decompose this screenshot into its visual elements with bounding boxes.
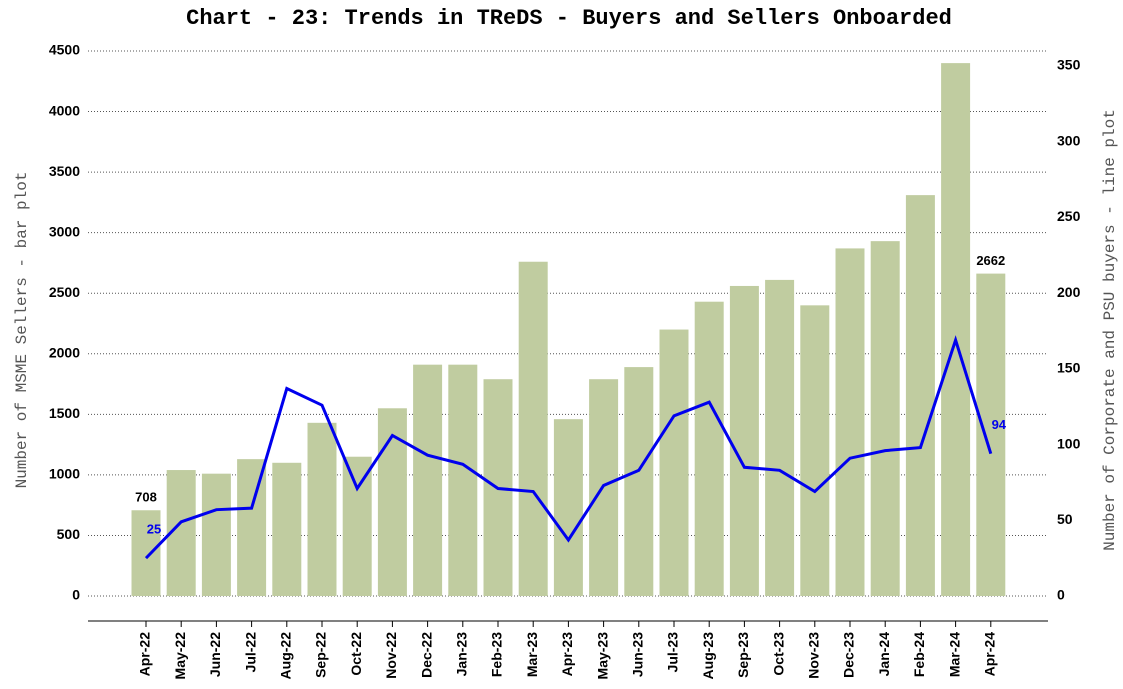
x-tick-label: Mar-24 — [946, 632, 962, 677]
y-tick-label: 3500 — [49, 163, 80, 179]
x-tick-label: Jan-23 — [454, 632, 470, 677]
bar-value-label: 708 — [135, 490, 157, 505]
x-tick-label: Oct-23 — [770, 632, 786, 676]
x-tick-label: Sep-22 — [313, 632, 329, 678]
bar — [131, 510, 161, 596]
y2-tick-label: 100 — [1057, 435, 1081, 451]
chart-title: Chart - 23: Trends in TReDS - Buyers and… — [186, 6, 952, 31]
bar — [201, 473, 231, 596]
x-tick-label: Dec-23 — [841, 632, 857, 678]
y-tick-label: 1500 — [49, 405, 80, 421]
y2-axis-title: Number of Corporate and PSU buyers - lin… — [1101, 109, 1119, 551]
x-tick-label: Jun-23 — [630, 632, 646, 677]
y2-tick-label: 350 — [1057, 57, 1081, 73]
y-tick-label: 2000 — [49, 344, 80, 360]
y-tick-label: 2500 — [49, 284, 80, 300]
bar — [800, 305, 830, 596]
bar — [272, 462, 302, 596]
bar — [870, 241, 900, 596]
y-tick-label: 4000 — [49, 102, 80, 118]
line-value-label: 25 — [147, 522, 161, 537]
bar — [307, 422, 337, 596]
x-tick-label: Apr-23 — [559, 632, 575, 677]
x-tick-label: Jun-22 — [207, 632, 223, 677]
x-tick-label: May-22 — [172, 632, 188, 680]
x-tick-label: Jan-24 — [876, 632, 892, 677]
bar — [905, 195, 935, 596]
line-value-label: 94 — [992, 417, 1007, 432]
bar — [448, 364, 478, 596]
x-tick-label: Jul-22 — [242, 632, 258, 673]
x-tick-label: Mar-23 — [524, 632, 540, 677]
x-tick-label: May-23 — [594, 632, 610, 680]
x-tick-label: Sep-23 — [735, 632, 751, 678]
line — [144, 335, 993, 560]
x-tick-label: Aug-23 — [700, 632, 716, 680]
bar — [413, 364, 443, 596]
bar — [659, 329, 689, 596]
bar — [237, 459, 267, 596]
x-tick-label: Apr-22 — [137, 632, 153, 677]
x-tick-label: Feb-24 — [911, 632, 927, 677]
x-tick-label: Feb-23 — [489, 632, 505, 677]
x-tick-label: Aug-22 — [278, 632, 294, 680]
bar — [624, 367, 654, 596]
y2-tick-label: 250 — [1057, 208, 1081, 224]
bar — [765, 279, 795, 596]
y2-tick-label: 50 — [1057, 511, 1073, 527]
bar-value-label: 2662 — [976, 253, 1005, 268]
bar — [694, 301, 724, 596]
bar — [518, 261, 548, 596]
y-tick-label: 4500 — [49, 42, 80, 58]
x-tick-label: Dec-22 — [418, 632, 434, 678]
bar — [729, 285, 759, 596]
y-tick-label: 1000 — [49, 466, 80, 482]
y-tick-label: 500 — [57, 526, 81, 542]
y2-tick-label: 0 — [1057, 587, 1065, 603]
x-tick-label: Jul-23 — [665, 632, 681, 673]
bar — [553, 419, 583, 596]
y2-tick-label: 200 — [1057, 284, 1081, 300]
x-tick-label: Nov-23 — [806, 632, 822, 679]
bar — [342, 456, 372, 596]
x-tick-label: Oct-22 — [348, 632, 364, 676]
y2-tick-label: 300 — [1057, 132, 1081, 148]
x-tick-label: Nov-22 — [383, 632, 399, 679]
y-axis-title: Number of MSME Sellers - bar plot — [13, 172, 31, 489]
y2-tick-label: 150 — [1057, 360, 1081, 376]
bar — [835, 248, 865, 596]
bar — [976, 273, 1006, 596]
y-tick-label: 0 — [72, 587, 80, 603]
x-tick-label: Apr-24 — [982, 632, 998, 677]
y-tick-label: 3000 — [49, 223, 80, 239]
bar — [941, 63, 971, 597]
